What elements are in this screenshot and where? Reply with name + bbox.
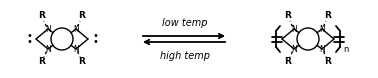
Text: •: •: [92, 37, 98, 47]
Text: R: R: [39, 11, 45, 21]
Text: R: R: [79, 11, 85, 21]
Text: N: N: [319, 45, 325, 54]
Text: N: N: [319, 24, 325, 33]
Text: N: N: [73, 45, 79, 54]
Text: n: n: [343, 45, 349, 54]
Text: R: R: [79, 57, 85, 67]
Text: R: R: [285, 11, 291, 21]
Text: •: •: [26, 31, 32, 41]
Text: R: R: [39, 57, 45, 67]
Text: •: •: [92, 31, 98, 41]
Text: N: N: [291, 45, 297, 54]
Text: N: N: [45, 24, 51, 33]
Text: N: N: [45, 45, 51, 54]
Text: low temp: low temp: [162, 18, 208, 28]
Text: high temp: high temp: [160, 51, 210, 61]
Text: N: N: [73, 24, 79, 33]
Text: R: R: [285, 57, 291, 67]
Text: R: R: [325, 11, 332, 21]
Text: •: •: [26, 37, 32, 47]
Text: N: N: [291, 24, 297, 33]
Text: R: R: [325, 57, 332, 67]
